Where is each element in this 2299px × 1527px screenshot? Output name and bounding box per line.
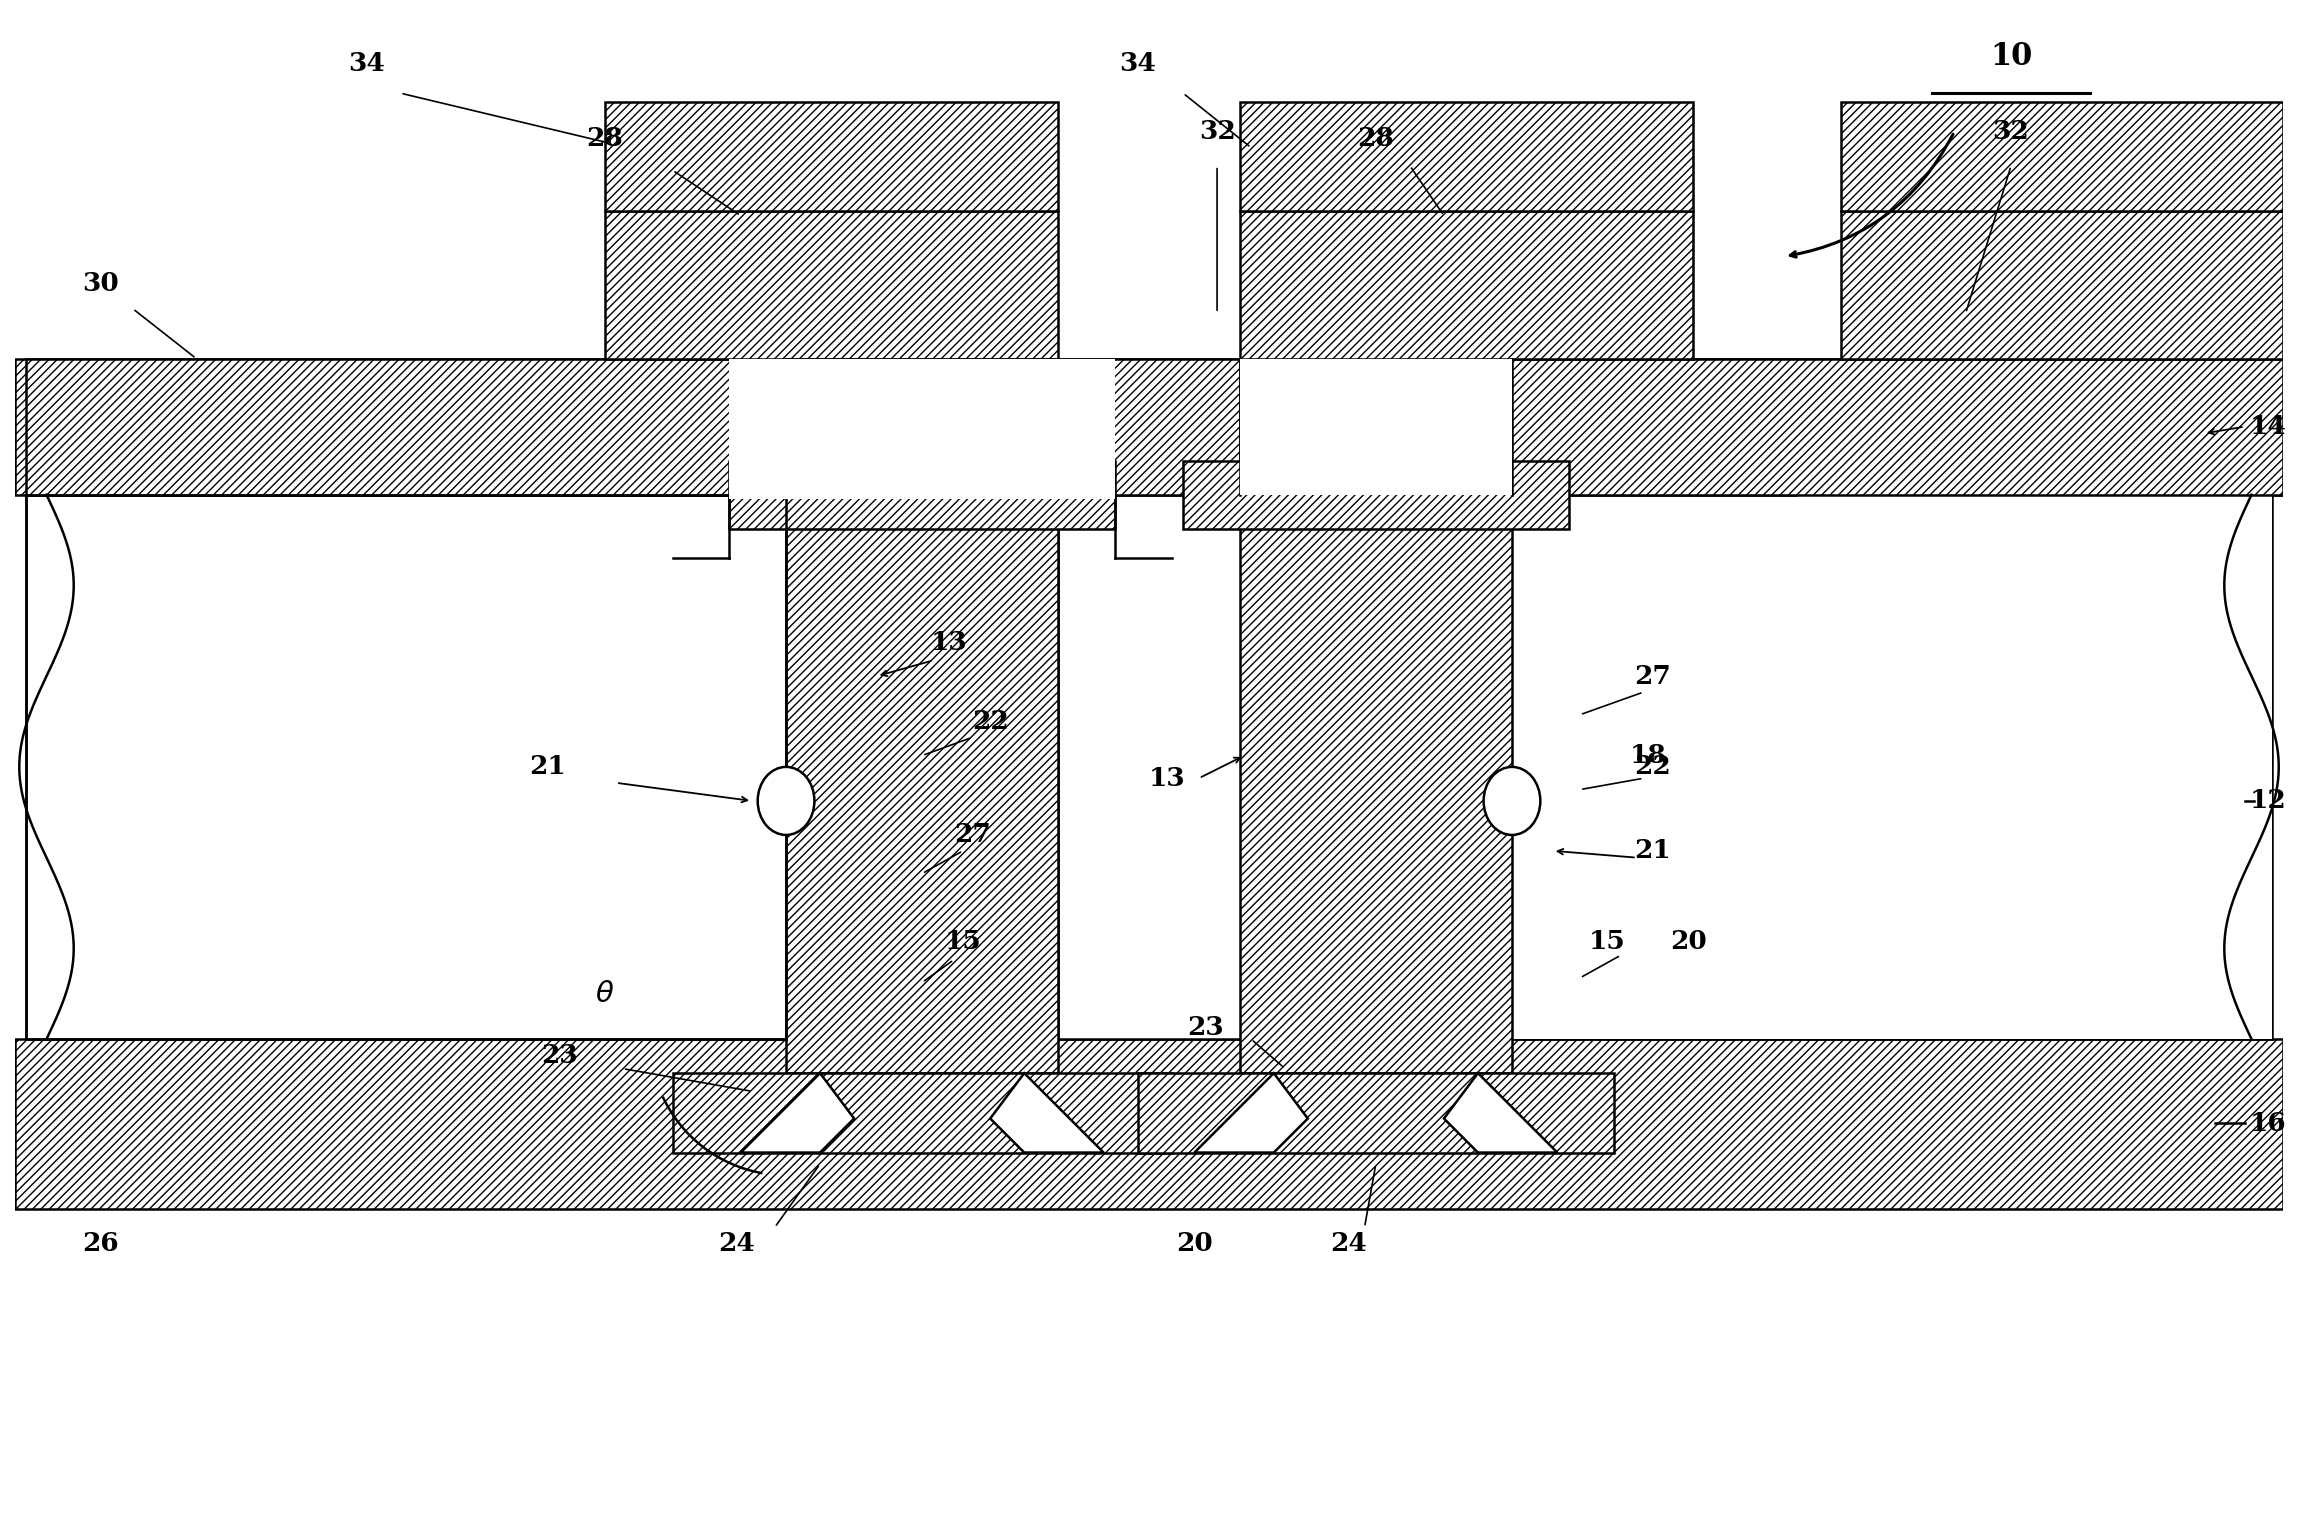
Text: 27: 27 <box>1635 664 1671 689</box>
Bar <box>1239 211 1694 359</box>
Bar <box>605 211 1058 359</box>
Text: 23: 23 <box>1186 1015 1223 1040</box>
Bar <box>14 495 2283 1040</box>
Bar <box>729 461 1115 528</box>
Text: 22: 22 <box>972 709 1009 734</box>
Bar <box>1138 1073 1614 1153</box>
Bar <box>786 495 1058 1073</box>
Text: 22: 22 <box>1635 754 1671 779</box>
Text: 10: 10 <box>1991 41 2032 72</box>
Text: 32: 32 <box>1993 119 2030 144</box>
Bar <box>1184 461 1568 528</box>
Text: 30: 30 <box>83 272 120 296</box>
Bar <box>14 1040 2283 1209</box>
Polygon shape <box>1195 1073 1308 1153</box>
Text: 13: 13 <box>931 629 968 655</box>
Ellipse shape <box>759 767 814 835</box>
Text: 28: 28 <box>1356 127 1393 151</box>
Bar <box>14 359 2283 495</box>
Text: 18: 18 <box>1630 744 1667 768</box>
Text: 27: 27 <box>954 823 991 847</box>
Polygon shape <box>1444 1073 1556 1153</box>
Bar <box>1239 102 1694 211</box>
Text: 28: 28 <box>586 127 623 151</box>
Bar <box>1239 495 1513 1073</box>
Bar <box>1513 495 2271 1040</box>
Text: 26: 26 <box>83 1231 120 1255</box>
Bar <box>1841 102 2283 211</box>
Text: 20: 20 <box>1177 1231 1214 1255</box>
Text: 15: 15 <box>1589 928 1625 954</box>
Bar <box>605 102 1058 211</box>
Bar <box>1841 211 2283 359</box>
Text: 16: 16 <box>2248 1110 2285 1136</box>
Text: 23: 23 <box>540 1043 577 1067</box>
Bar <box>674 1073 1172 1153</box>
Text: 13: 13 <box>1150 765 1186 791</box>
Bar <box>1239 359 1513 495</box>
Bar <box>786 359 1796 495</box>
Bar <box>729 359 1115 499</box>
Text: 21: 21 <box>529 754 566 779</box>
Text: 12: 12 <box>2248 788 2285 814</box>
Polygon shape <box>740 1073 855 1153</box>
Bar <box>1239 359 2283 495</box>
Text: 24: 24 <box>1331 1231 1368 1255</box>
Bar <box>786 359 1058 495</box>
Bar <box>1058 495 2271 1040</box>
Text: 32: 32 <box>1198 119 1235 144</box>
Text: 14: 14 <box>2248 414 2285 440</box>
Polygon shape <box>991 1073 1104 1153</box>
Text: 34: 34 <box>347 52 384 76</box>
Text: 34: 34 <box>1120 52 1156 76</box>
Text: 24: 24 <box>717 1231 754 1255</box>
Text: $\theta$: $\theta$ <box>595 979 614 1008</box>
Ellipse shape <box>1483 767 1540 835</box>
Text: 21: 21 <box>1635 838 1671 863</box>
Bar <box>25 359 1058 495</box>
Bar <box>25 495 786 1040</box>
Text: 20: 20 <box>1671 928 1708 954</box>
Text: 15: 15 <box>945 928 982 954</box>
